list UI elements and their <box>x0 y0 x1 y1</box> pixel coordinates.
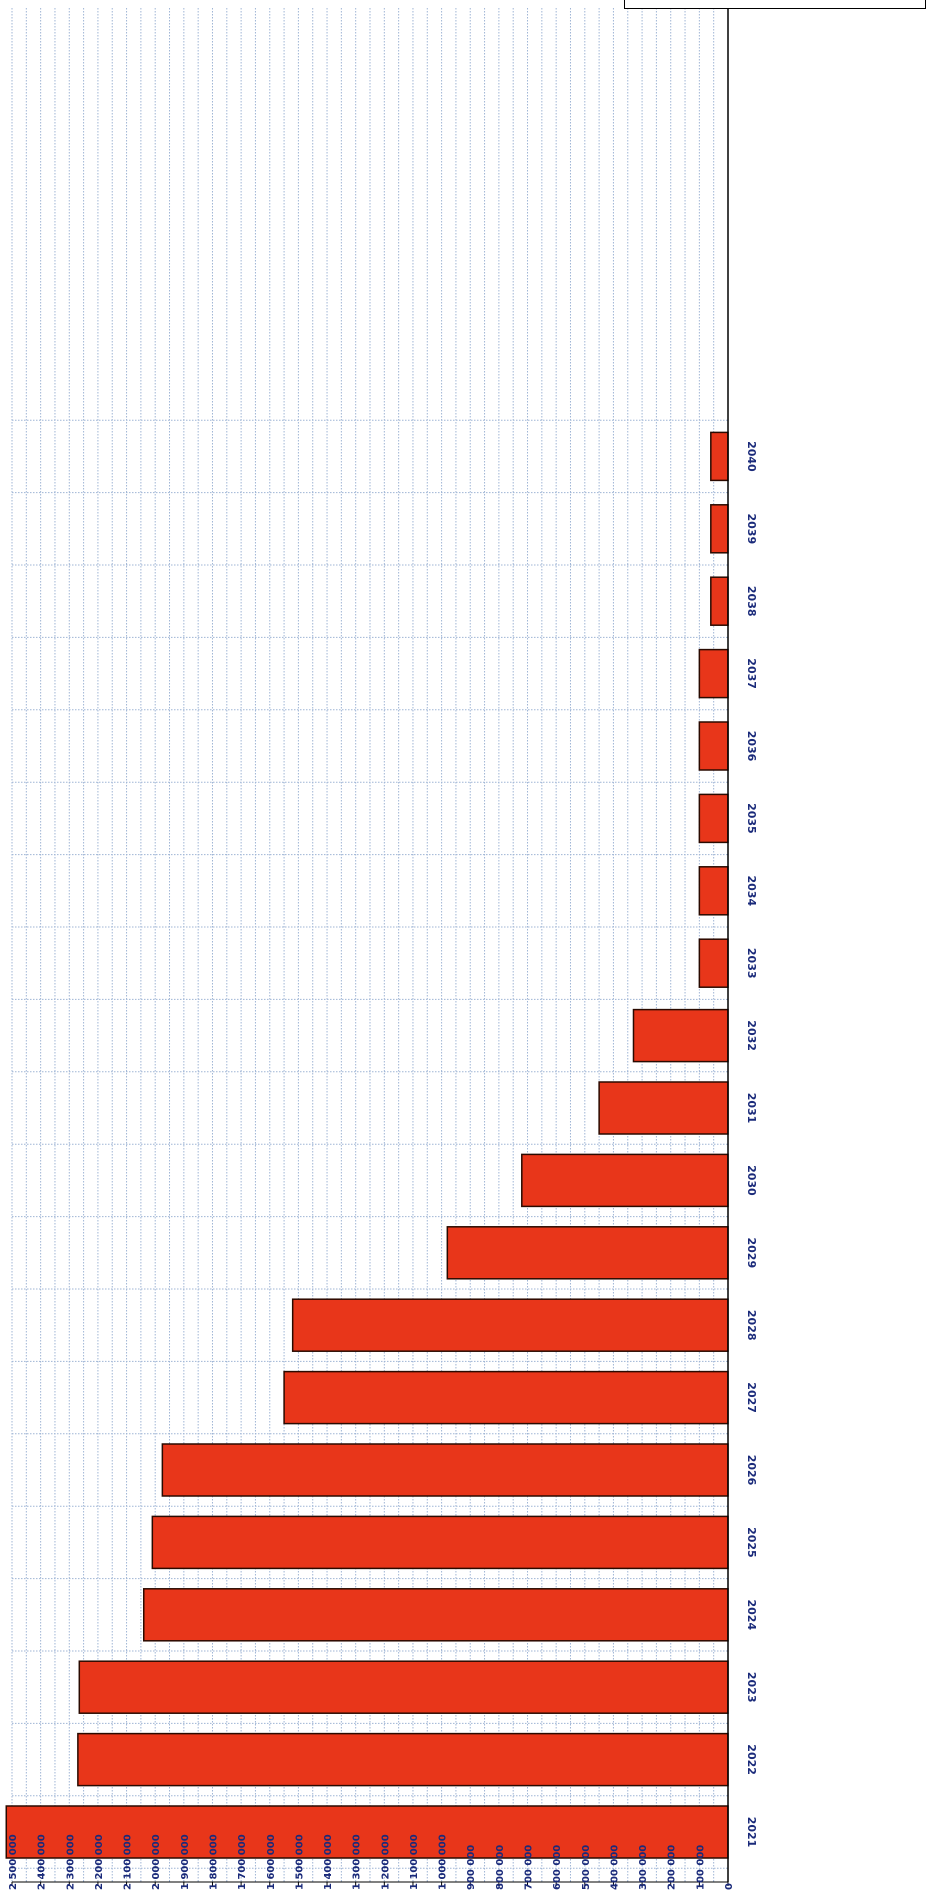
x-tick-label: 800 000 <box>495 1845 506 1890</box>
bars-group <box>5 431 729 1859</box>
category-label-2025: 2025 <box>745 1527 758 1558</box>
category-label-2029: 2029 <box>745 1237 758 1268</box>
bar-2026 <box>161 1443 729 1497</box>
x-tick-label: 2 200 000 <box>94 1834 105 1890</box>
category-label-2023: 2023 <box>745 1672 758 1703</box>
bar-2028 <box>291 1298 729 1352</box>
x-tick-label: 2 100 000 <box>123 1834 134 1890</box>
category-label-2026: 2026 <box>745 1455 758 1486</box>
x-tick-label: 2 300 000 <box>65 1834 76 1890</box>
x-tick-label: 1 700 000 <box>237 1834 248 1890</box>
bar-2033 <box>698 938 729 988</box>
category-label-2028: 2028 <box>745 1310 758 1341</box>
category-label-2039: 2039 <box>745 513 758 544</box>
category-label-2027: 2027 <box>745 1382 758 1413</box>
category-label-2033: 2033 <box>745 948 758 979</box>
x-tick-label: 1 600 000 <box>266 1834 277 1890</box>
category-labels: 2021 2022 2023 2024 2025 2026 2027 2028 2029 2030… <box>745 441 758 1847</box>
x-tick-label: 700 000 <box>524 1845 535 1890</box>
category-label-2024: 2024 <box>745 1599 758 1630</box>
x-tick-label: 1 100 000 <box>409 1834 420 1890</box>
x-tick-label: 600 000 <box>552 1845 563 1890</box>
x-tick-label: 1 200 000 <box>380 1834 391 1890</box>
x-tick-label: 1 000 000 <box>438 1834 449 1890</box>
x-tick-labels: 2 500 000 2 400 000 2 300 000 2 200 000 2 10… <box>8 1834 735 1890</box>
category-label-2038: 2038 <box>745 586 758 617</box>
bar-2040 <box>710 431 729 482</box>
x-tick-label: 2 000 000 <box>151 1834 162 1890</box>
bar-2039 <box>710 504 729 554</box>
bar-2035 <box>698 793 729 844</box>
x-tick-label: 1 800 000 <box>208 1834 219 1890</box>
bar-2031 <box>598 1081 729 1135</box>
x-tick-label: 400 000 <box>609 1845 620 1890</box>
bar-2025 <box>151 1515 729 1570</box>
bar-2027 <box>283 1370 729 1425</box>
category-label-2022: 2022 <box>745 1744 758 1775</box>
legend-box <box>624 0 926 9</box>
axis-lines <box>12 8 729 1883</box>
category-label-2030: 2030 <box>745 1165 758 1196</box>
x-tick-label: 1 400 000 <box>323 1834 334 1890</box>
x-tick-label: 2 400 000 <box>37 1834 48 1890</box>
grid-lines <box>11 8 729 1882</box>
x-tick-label: 900 000 <box>466 1845 477 1890</box>
x-tick-label: 0 <box>724 1883 735 1890</box>
category-label-2032: 2032 <box>745 1020 758 1051</box>
bar-2038 <box>710 576 729 626</box>
category-label-2037: 2037 <box>745 658 758 689</box>
bar-2036 <box>698 721 729 771</box>
x-tick-label: 200 000 <box>667 1845 678 1890</box>
x-tick-label: 300 000 <box>638 1845 649 1890</box>
category-label-2021: 2021 <box>745 1817 758 1848</box>
bar-2037 <box>698 648 729 699</box>
x-tick-label: 2 500 000 <box>8 1834 19 1890</box>
bar-2023 <box>78 1660 729 1714</box>
category-label-2035: 2035 <box>745 803 758 834</box>
x-tick-label: 1 900 000 <box>180 1834 191 1890</box>
bar-2021 <box>5 1805 729 1859</box>
x-tick-label: 1 300 000 <box>352 1834 363 1890</box>
category-label-2034: 2034 <box>745 875 758 906</box>
x-tick-label: 1 500 000 <box>294 1834 305 1890</box>
category-label-2031: 2031 <box>745 1093 758 1124</box>
x-tick-label: 100 000 <box>695 1845 706 1890</box>
category-label-2036: 2036 <box>745 731 758 762</box>
bar-2022 <box>77 1732 729 1787</box>
category-label-2040: 2040 <box>745 441 758 472</box>
bar-2034 <box>698 866 729 916</box>
x-tick-label: 500 000 <box>581 1845 592 1890</box>
bar-2024 <box>142 1588 729 1642</box>
bar-2029 <box>446 1226 729 1280</box>
bar-2032 <box>632 1008 729 1063</box>
bar-2030 <box>521 1153 729 1208</box>
